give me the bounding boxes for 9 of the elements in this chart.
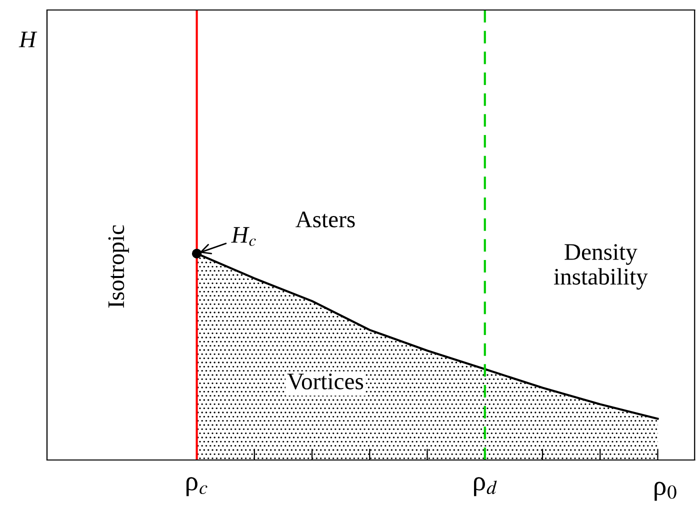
text: H bbox=[18, 32, 38, 48]
x-tick-label: ρ$_{c}$ bbox=[186, 477, 208, 496]
annotation: Vortices bbox=[287, 374, 364, 390]
x-tick-label: ρ$_{d}$ bbox=[474, 477, 497, 496]
annotation: H$_{c}$ bbox=[231, 227, 256, 246]
x-axis-title: ρ$_{0}$ bbox=[654, 482, 676, 501]
text: Isotropic bbox=[108, 225, 129, 308]
annotation: Density instability bbox=[554, 244, 648, 290]
text: Asters bbox=[296, 212, 355, 228]
